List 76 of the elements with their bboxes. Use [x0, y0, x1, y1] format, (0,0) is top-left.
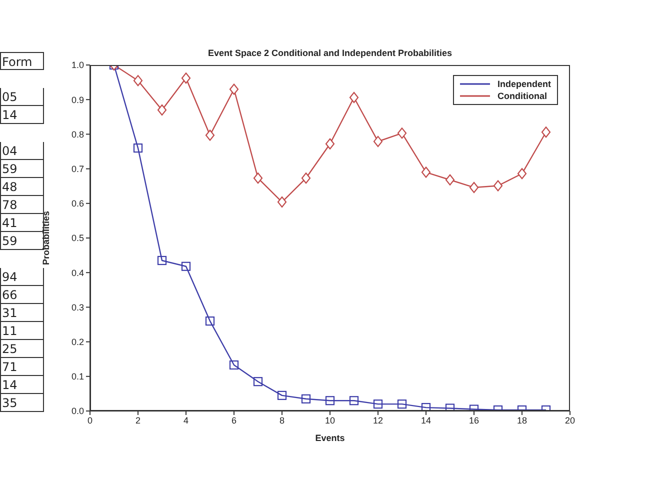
point — [133, 143, 143, 153]
point — [421, 402, 431, 411]
x-tick-label: 0 — [87, 415, 93, 426]
text: 04 — [0, 142, 44, 160]
point — [445, 404, 455, 411]
point — [301, 394, 311, 404]
text: 94 — [0, 268, 44, 286]
text: 14 — [0, 376, 44, 394]
point — [349, 396, 359, 406]
y-tick-label: 1.0 — [71, 60, 84, 70]
text: 05 — [0, 88, 44, 106]
x-tick-label: 20 — [564, 415, 576, 426]
text: 11 — [0, 322, 44, 340]
x-tick-label: 8 — [279, 415, 285, 426]
point — [397, 128, 407, 139]
y-tick-label: 0.0 — [71, 406, 84, 416]
point — [325, 138, 335, 150]
x-axis-title: Events — [315, 433, 345, 443]
point — [373, 136, 383, 148]
x-tick-label: 12 — [372, 415, 384, 426]
text: 59 — [2, 234, 18, 248]
x-tick-label: 16 — [468, 415, 480, 426]
x-tick-label: 18 — [516, 415, 528, 426]
point — [133, 75, 143, 86]
point — [397, 400, 407, 409]
text: 35 — [0, 394, 44, 412]
point — [205, 316, 215, 326]
y-tick-label: 0.5 — [71, 233, 84, 244]
x-tick-label: 4 — [183, 415, 189, 426]
point — [157, 256, 167, 266]
y-axis-title: Probabilities — [41, 210, 52, 266]
point — [205, 130, 215, 141]
text: 66 — [0, 286, 44, 304]
point — [157, 104, 167, 116]
y-tick-label: 0.6 — [71, 198, 84, 209]
x-tick-label: 2 — [135, 415, 141, 426]
point — [277, 390, 287, 400]
legend-label: Conditional — [498, 91, 547, 101]
point — [253, 377, 263, 386]
text: 59 — [0, 160, 44, 178]
text: 31 — [0, 304, 44, 322]
y-tick-label: 0.4 — [71, 268, 84, 278]
x-tick-label: 10 — [324, 415, 336, 426]
chart-title: Event Space 2 Conditional and Independent Probabilities — [206, 48, 454, 58]
point — [541, 126, 551, 138]
point — [325, 396, 335, 406]
point — [349, 92, 359, 104]
y-tick-label: 0.2 — [71, 336, 84, 347]
text: 48 — [0, 178, 44, 196]
y-tick-label: 0.3 — [71, 302, 84, 312]
text: 25 — [0, 340, 44, 358]
y-tick-label: 0.8 — [71, 129, 84, 140]
point — [181, 262, 191, 271]
point — [253, 172, 263, 184]
x-tick-label: 14 — [420, 415, 432, 426]
text: 78 — [2, 198, 18, 212]
point — [277, 196, 287, 208]
text: Form — [0, 52, 44, 70]
point — [373, 400, 383, 409]
point — [301, 172, 311, 184]
point — [229, 360, 239, 370]
y-tick-label: 0.1 — [71, 372, 84, 382]
text: 71 — [0, 358, 44, 376]
y-tick-label: 0.7 — [71, 164, 84, 174]
x-tick-label: 6 — [231, 415, 237, 426]
text: 41 — [2, 216, 18, 230]
point — [493, 180, 503, 192]
point — [181, 72, 191, 84]
point — [445, 174, 455, 186]
y-tick-label: 0.9 — [71, 94, 84, 105]
text: 14 — [0, 106, 44, 124]
point — [469, 182, 479, 194]
legend-label: Independent — [498, 79, 551, 89]
point — [229, 84, 239, 95]
point — [517, 168, 527, 180]
point — [421, 166, 431, 178]
